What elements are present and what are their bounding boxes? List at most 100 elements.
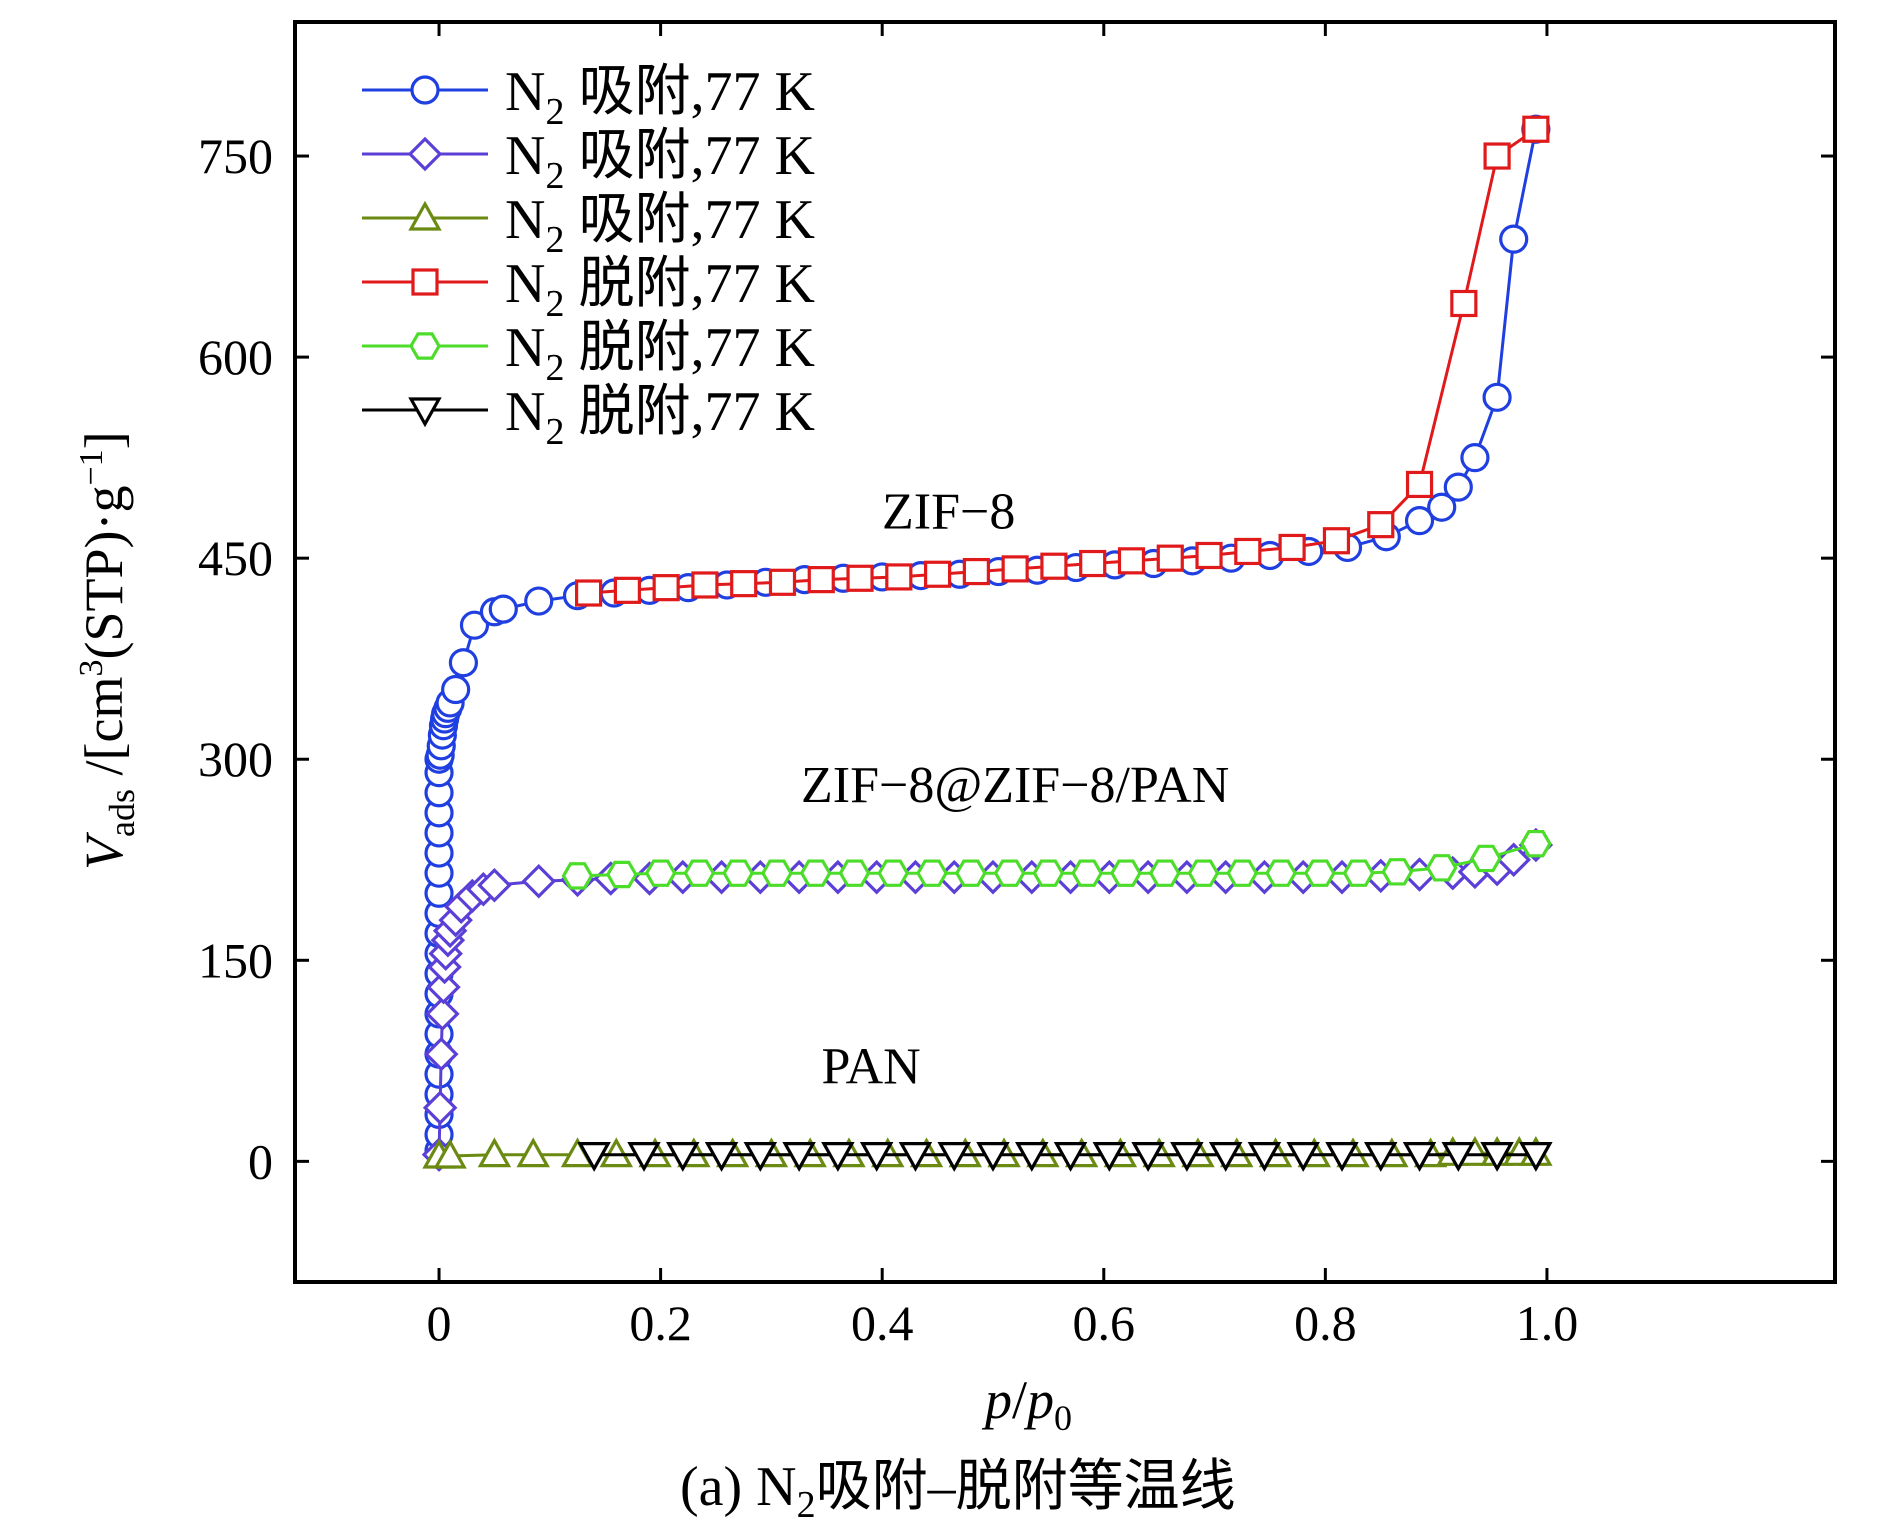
data-point (1342, 859, 1375, 887)
data-point (459, 610, 490, 640)
legend-label: N2 吸附,77 K (505, 61, 815, 133)
data-point (846, 564, 874, 592)
data-point (1443, 472, 1473, 502)
legend-marker (410, 75, 440, 105)
y-axis-variable: V (74, 831, 134, 870)
y-tick-label: 300 (198, 731, 273, 787)
y-tick-label: 150 (198, 932, 273, 988)
legend: N2 吸附,77 KN2 吸附,77 KN2 吸附,77 KN2 脱附,77 K… (362, 61, 815, 453)
data-point (1303, 859, 1336, 887)
data-point (730, 570, 758, 598)
data-point (1278, 533, 1306, 562)
x-tick-label: 0.4 (851, 1295, 914, 1351)
x-tick-label: 0.8 (1294, 1295, 1357, 1351)
data-point (1522, 115, 1550, 143)
data-point (561, 862, 594, 890)
annotation-layer: ZIF−8 ZIF−8@ZIF−8/PAN PAN (801, 484, 1229, 1096)
data-point (1427, 492, 1457, 522)
data-point (859, 1142, 894, 1172)
y-axis-variable-subscript: ads (102, 789, 142, 837)
data-point (1247, 1142, 1282, 1172)
data-point (441, 674, 471, 705)
data-point (1040, 552, 1068, 580)
legend-label: N2 脱附,77 K (505, 253, 815, 325)
data-point (666, 1142, 700, 1172)
x-axis-subscript: 0 (1054, 1398, 1072, 1438)
data-point (524, 586, 554, 616)
y-tick-label: 450 (198, 530, 273, 586)
legend-entry: N2 吸附,77 K (362, 125, 815, 197)
data-point (1265, 859, 1297, 887)
series-layer (421, 114, 1554, 1172)
data-point (1032, 859, 1065, 887)
data-point (1226, 859, 1259, 887)
data-point (923, 560, 952, 588)
x-axis-separator: / (1012, 1370, 1027, 1430)
x-tick-label: 0.2 (629, 1295, 692, 1351)
data-point (1470, 844, 1502, 873)
data-point (821, 1142, 855, 1172)
data-point (644, 859, 677, 887)
data-point (426, 969, 461, 1005)
ticks-layer: 0 0.2 0.4 0.6 0.8 1.0 0 150 300 450 600 750 (198, 22, 1835, 1351)
legend-marker (409, 332, 441, 360)
data-point (954, 859, 987, 887)
data-point (423, 1036, 459, 1072)
data-point (898, 1142, 933, 1172)
legend-entry: N2 吸附,77 K (362, 189, 815, 261)
data-point (477, 1137, 512, 1168)
data-point (1404, 506, 1435, 536)
data-point (691, 571, 719, 599)
data-point (1322, 527, 1351, 555)
x-tick-label: 1.0 (1516, 1295, 1579, 1351)
data-point (1480, 1142, 1514, 1172)
data-point (477, 867, 512, 903)
data-point (433, 1138, 467, 1169)
series-annotation: PAN (821, 1039, 920, 1096)
data-point (1156, 544, 1184, 572)
data-point (448, 648, 479, 678)
legend-entry: N2 吸附,77 K (362, 61, 815, 133)
data-point (1208, 1142, 1243, 1172)
y-tick-label: 600 (198, 329, 273, 385)
data-point (1195, 541, 1223, 570)
y-axis-unit-part2: (STP)·g (74, 486, 134, 660)
data-point (652, 574, 680, 602)
data-point (574, 579, 603, 607)
data-point (1170, 1142, 1204, 1172)
x-tick-label: 0.6 (1073, 1295, 1136, 1351)
data-point (885, 563, 913, 591)
plot-frame (293, 20, 1837, 1284)
data-point (1092, 1142, 1127, 1172)
y-axis-unit-superscript2: −1 (73, 449, 110, 485)
data-point (521, 863, 557, 899)
y-axis-unit-superscript: 3 (73, 660, 110, 677)
data-point (962, 557, 990, 586)
data-point (761, 859, 793, 887)
data-point (1148, 859, 1181, 887)
data-point (1381, 858, 1414, 886)
y-axis-title: Vads /[cm3(STP)·g−1] (73, 431, 142, 870)
caption-prefix: (a) N (680, 1456, 797, 1518)
data-point (877, 859, 910, 887)
y-tick-label: 750 (198, 128, 273, 184)
data-point (1405, 470, 1434, 499)
legend-entry: N2 脱附,77 K (362, 381, 815, 453)
data-point (599, 1137, 634, 1168)
legend-label: N2 吸附,77 K (505, 125, 815, 197)
data-point (838, 859, 871, 887)
data-point (743, 1142, 778, 1172)
data-point (683, 859, 716, 887)
data-point (1499, 224, 1529, 254)
data-point (1520, 829, 1552, 858)
data-point (993, 859, 1026, 887)
data-point (1187, 859, 1220, 887)
data-point (704, 1142, 739, 1172)
data-point (627, 1142, 661, 1172)
x-axis-variable-2: p (1023, 1370, 1054, 1430)
legend-marker (407, 136, 443, 172)
series-annotation: ZIF−8@ZIF−8/PAN (801, 757, 1229, 814)
legend-entry: N2 脱附,77 K (362, 253, 815, 325)
data-point (1483, 142, 1511, 170)
